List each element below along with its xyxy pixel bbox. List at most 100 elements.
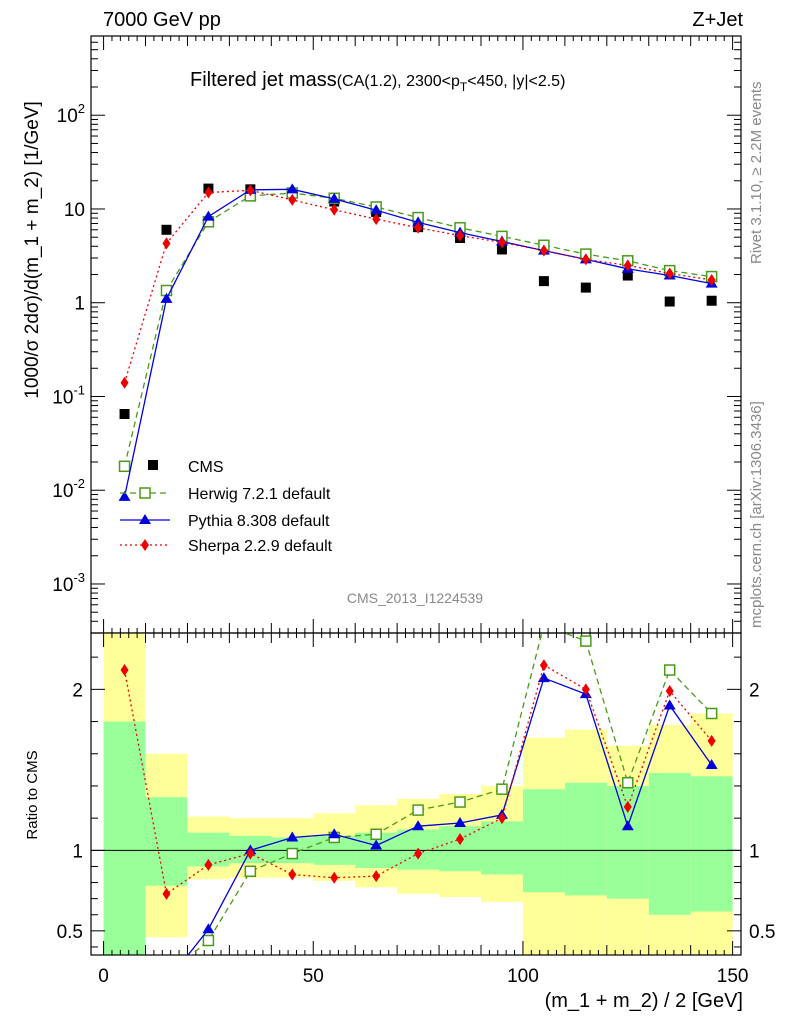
ratio-frame	[90, 632, 742, 956]
ratio-point-sherpa	[665, 684, 674, 697]
ratio-point-sherpa	[372, 870, 381, 883]
main-point-sherpa	[246, 184, 255, 197]
main-point-pythia	[286, 183, 299, 194]
ratio-point-sherpa	[120, 664, 129, 677]
ratio-ytick-label-right: 2	[749, 680, 760, 701]
svg-text:Sherpa 2.2.9 default: Sherpa 2.2.9 default	[188, 538, 333, 555]
ratio-point-herwig	[705, 707, 718, 720]
main-point-sherpa	[414, 221, 423, 234]
main-point-pythia	[412, 216, 425, 227]
main-ytick-label: 1	[74, 294, 85, 315]
ratio-band-inner	[690, 776, 733, 912]
ratio-point-herwig	[454, 796, 466, 808]
ratio-point-herwig	[580, 635, 592, 647]
svg-text:Pythia 8.308 default: Pythia 8.308 default	[188, 513, 330, 530]
xtick-label: 100	[507, 966, 539, 987]
ratio-point-sherpa	[330, 871, 339, 884]
ratio-point-herwig	[412, 804, 424, 816]
xlabel: (m_1 + m_2) / 2 [GeV]	[545, 990, 743, 1012]
ratio-point-pythia	[705, 759, 718, 770]
ratio-point-pythia	[119, 984, 131, 994]
ratio-point-herwig	[286, 847, 299, 860]
main-point-pythia	[118, 490, 131, 501]
main-point-sherpa	[456, 229, 465, 242]
ratio-band-inner	[564, 782, 607, 896]
ratio-point-sherpa	[707, 734, 716, 747]
ratio-point-sherpa	[414, 847, 423, 860]
ratio-band-inner	[103, 721, 146, 955]
main-point-cms	[496, 244, 507, 255]
main-point-sherpa	[539, 244, 548, 257]
ratio-point-sherpa	[623, 800, 632, 813]
ratio-point-pythia	[328, 828, 341, 839]
ratio-ytick-label: 1	[72, 841, 83, 862]
ratio-band-inner	[481, 821, 523, 875]
ratio-ytick-label: 2	[72, 680, 83, 701]
ratio-band-inner	[648, 773, 691, 915]
ratio-point-herwig	[539, 620, 549, 630]
main-point-sherpa	[707, 273, 716, 286]
main-point-sherpa	[372, 213, 381, 226]
header-right: Z+Jet	[692, 9, 743, 31]
ratio-ylabel: Ratio to CMS	[24, 750, 41, 839]
main-line-herwig	[123, 192, 712, 467]
ratio-plot: 0 50 100 150 0.5 0.5 1 1 2 2	[57, 620, 775, 994]
ratio-point-herwig	[202, 934, 215, 947]
main-point-cms	[580, 282, 591, 293]
ratio-point-herwig	[370, 828, 382, 840]
ratio-point-herwig	[496, 783, 508, 795]
svg-text:CMS: CMS	[188, 459, 224, 476]
main-ytick-label: 10-2	[52, 476, 85, 502]
header-left: 7000 GeV pp	[103, 9, 221, 31]
main-point-pythia	[370, 204, 383, 215]
main-point-sherpa	[330, 203, 339, 216]
ratio-band-inner	[522, 789, 565, 893]
main-point-herwig	[118, 460, 131, 473]
main-point-pythia	[160, 292, 173, 303]
plot-title: Filtered jet mass(CA(1.2), 2300<pT<450, …	[190, 69, 565, 94]
ratio-band-inner	[439, 826, 481, 872]
ratio-point-pythia	[454, 816, 467, 827]
ratio-point-sherpa	[246, 847, 255, 860]
main-point-cms	[119, 409, 130, 420]
main-point-cms	[664, 296, 675, 307]
ratio-point-sherpa	[581, 683, 590, 696]
main-point-cms	[538, 276, 549, 287]
ratio-band-inner	[145, 797, 188, 886]
ratio-point-pythia	[370, 839, 383, 850]
ratio-point-sherpa	[456, 833, 465, 846]
main-point-sherpa	[665, 267, 674, 280]
main-point-cms	[706, 295, 717, 306]
ratio-point-sherpa	[162, 887, 171, 900]
ratio-point-sherpa	[539, 659, 548, 672]
main-ylabel: 1000/σ 2dσ)/d(m_1 + m_2) [1/GeV]	[22, 101, 43, 399]
main-point-cms	[161, 224, 172, 235]
ratio-point-pythia	[537, 672, 550, 683]
legend-entry-sherpa: Sherpa 2.2.9 default	[120, 538, 333, 555]
ratio-point-sherpa	[497, 812, 506, 825]
ratio-point-herwig	[120, 961, 130, 971]
ratio-point-pythia	[412, 820, 425, 831]
main-point-pythia	[328, 192, 341, 203]
main-point-sherpa	[204, 186, 213, 199]
ratio-point-pythia	[663, 699, 676, 710]
ratio-point-sherpa	[204, 858, 213, 871]
main-point-sherpa	[288, 193, 297, 206]
main-point-pythia	[202, 210, 215, 221]
main-ytick-label: 102	[57, 101, 85, 127]
main-point-sherpa	[581, 253, 590, 266]
ratio-point-pythia	[160, 976, 172, 986]
ratio-point-sherpa	[288, 868, 297, 881]
xtick-label: 50	[303, 966, 324, 987]
legend-entry-herwig: Herwig 7.2.1 default	[120, 486, 331, 503]
ratio-point-pythia	[286, 831, 299, 842]
main-point-sherpa	[497, 236, 506, 249]
ratio-ytick-label-right: 1	[749, 841, 760, 862]
ratio-point-herwig	[161, 971, 171, 981]
mcplots-label: mcplots.cern.ch [arXiv:1306.3436]	[748, 401, 765, 628]
main-plot: 10-3 10-2 10-1 1 10 102	[52, 35, 742, 634]
main-line-pythia	[123, 188, 712, 497]
main-point-sherpa	[162, 237, 171, 250]
analysis-label: CMS_2013_I1224539	[347, 590, 483, 606]
